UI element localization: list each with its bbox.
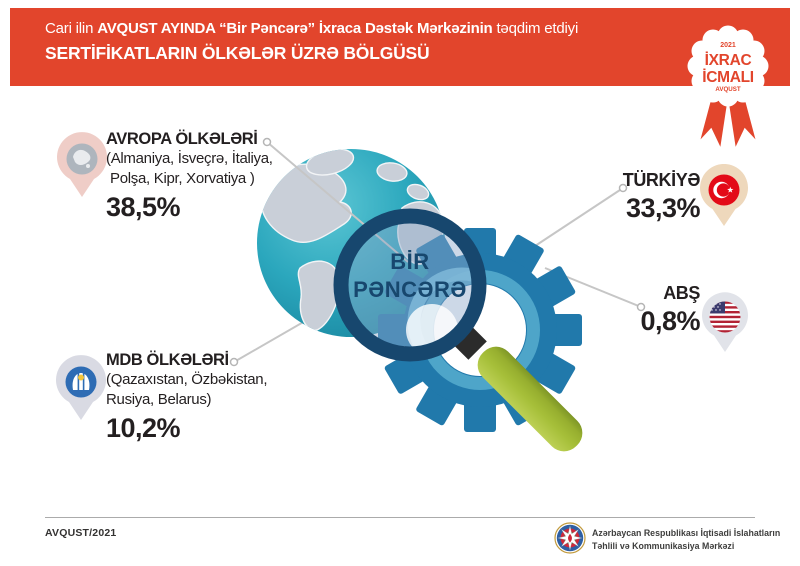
section-turkey: TÜRKİYƏ 33,3%: [570, 170, 701, 224]
header-line1-prefix: Cari ilin: [45, 20, 98, 37]
footer-org-line2: Təhlili və Kommunikasiya Mərkəzi: [592, 540, 735, 551]
usa-flag-pin-icon: [702, 292, 748, 352]
magnifier-handle: [477, 346, 583, 452]
turkey-connector-line: [531, 183, 628, 249]
europe-detail1: (Almaniya, İsveçrə, İtaliya,: [106, 150, 273, 167]
section-europe: AVROPA ÖLKƏLƏRİ (Almaniya, İsveçrə, İtal…: [106, 130, 316, 223]
header-line1-bold: AVQUST AYINDA “Bir Pəncərə” İxraca Dəstə…: [97, 20, 493, 37]
badge-month: AVQUST: [715, 86, 741, 93]
center-label-line1: BİR: [390, 249, 429, 274]
usa-value: 0,8%: [640, 306, 700, 336]
badge-line2: İCMALI: [702, 69, 754, 86]
header-line1: Cari ilin AVQUST AYINDA “Bir Pəncərə” İx…: [45, 20, 578, 37]
turkey-flag-pin-icon: [700, 164, 748, 226]
europe-value: 38,5%: [106, 192, 181, 222]
header-text: Cari ilin AVQUST AYINDA “Bir Pəncərə” İx…: [45, 20, 578, 64]
header-banner: Cari ilin AVQUST AYINDA “Bir Pəncərə” İx…: [10, 8, 790, 86]
footer-date: AVQUST/2021: [45, 527, 117, 539]
footer-org-line1: Azərbaycan Respublikası İqtisadi İslahat…: [592, 528, 781, 538]
europe-detail2: Polşa, Kipr, Xorvatiya ): [110, 169, 255, 187]
badge-line1: İXRAC: [705, 52, 752, 69]
ixrac-icmali-rosette-icon: 2021 İXRAC İCMALI AVQUST: [687, 25, 769, 156]
header-line2: SERTİFİKATLARIN ÖLKƏLƏR ÜZRƏ BÖLGÜSÜ: [45, 43, 430, 63]
azerbaijan-emblem-icon: [554, 522, 586, 554]
cis-emblem-pin-icon: [56, 355, 106, 420]
section-cis: MDB ÖLKƏLƏRİ (Qazaxıstan, Özbəkistan, Ru…: [106, 351, 316, 444]
cis-detail2: Rusiya, Belarus): [106, 390, 212, 408]
europe-connector-line: [262, 137, 409, 263]
usa-title: ABŞ: [663, 283, 700, 303]
center-label-line2: PƏNCƏRƏ: [353, 277, 467, 302]
magnifier-rim: [333, 208, 487, 362]
cis-title: MDB ÖLKƏLƏRİ: [106, 351, 229, 369]
cis-detail1: (Qazaxıstan, Özbəkistan,: [106, 371, 268, 388]
cis-value: 10,2%: [106, 413, 181, 443]
footer-divider: [45, 517, 755, 518]
badge-rosette: [687, 25, 769, 107]
europe-title: AVROPA ÖLKƏLƏRİ: [106, 130, 258, 148]
europe-map-pin-icon: [57, 132, 107, 197]
magnifier-icon: BİR PƏNCƏRƏ: [333, 208, 583, 452]
turkey-value: 33,3%: [625, 193, 701, 223]
section-usa: ABŞ 0,8%: [570, 283, 700, 337]
footer-org: Azərbaycan Respublikası İqtisadi İslahat…: [592, 527, 780, 553]
turkey-title: TÜRKİYƏ: [622, 170, 701, 190]
header-line1-suffix: təqdim etdiyi: [492, 20, 579, 37]
badge-year: 2021: [720, 42, 736, 49]
